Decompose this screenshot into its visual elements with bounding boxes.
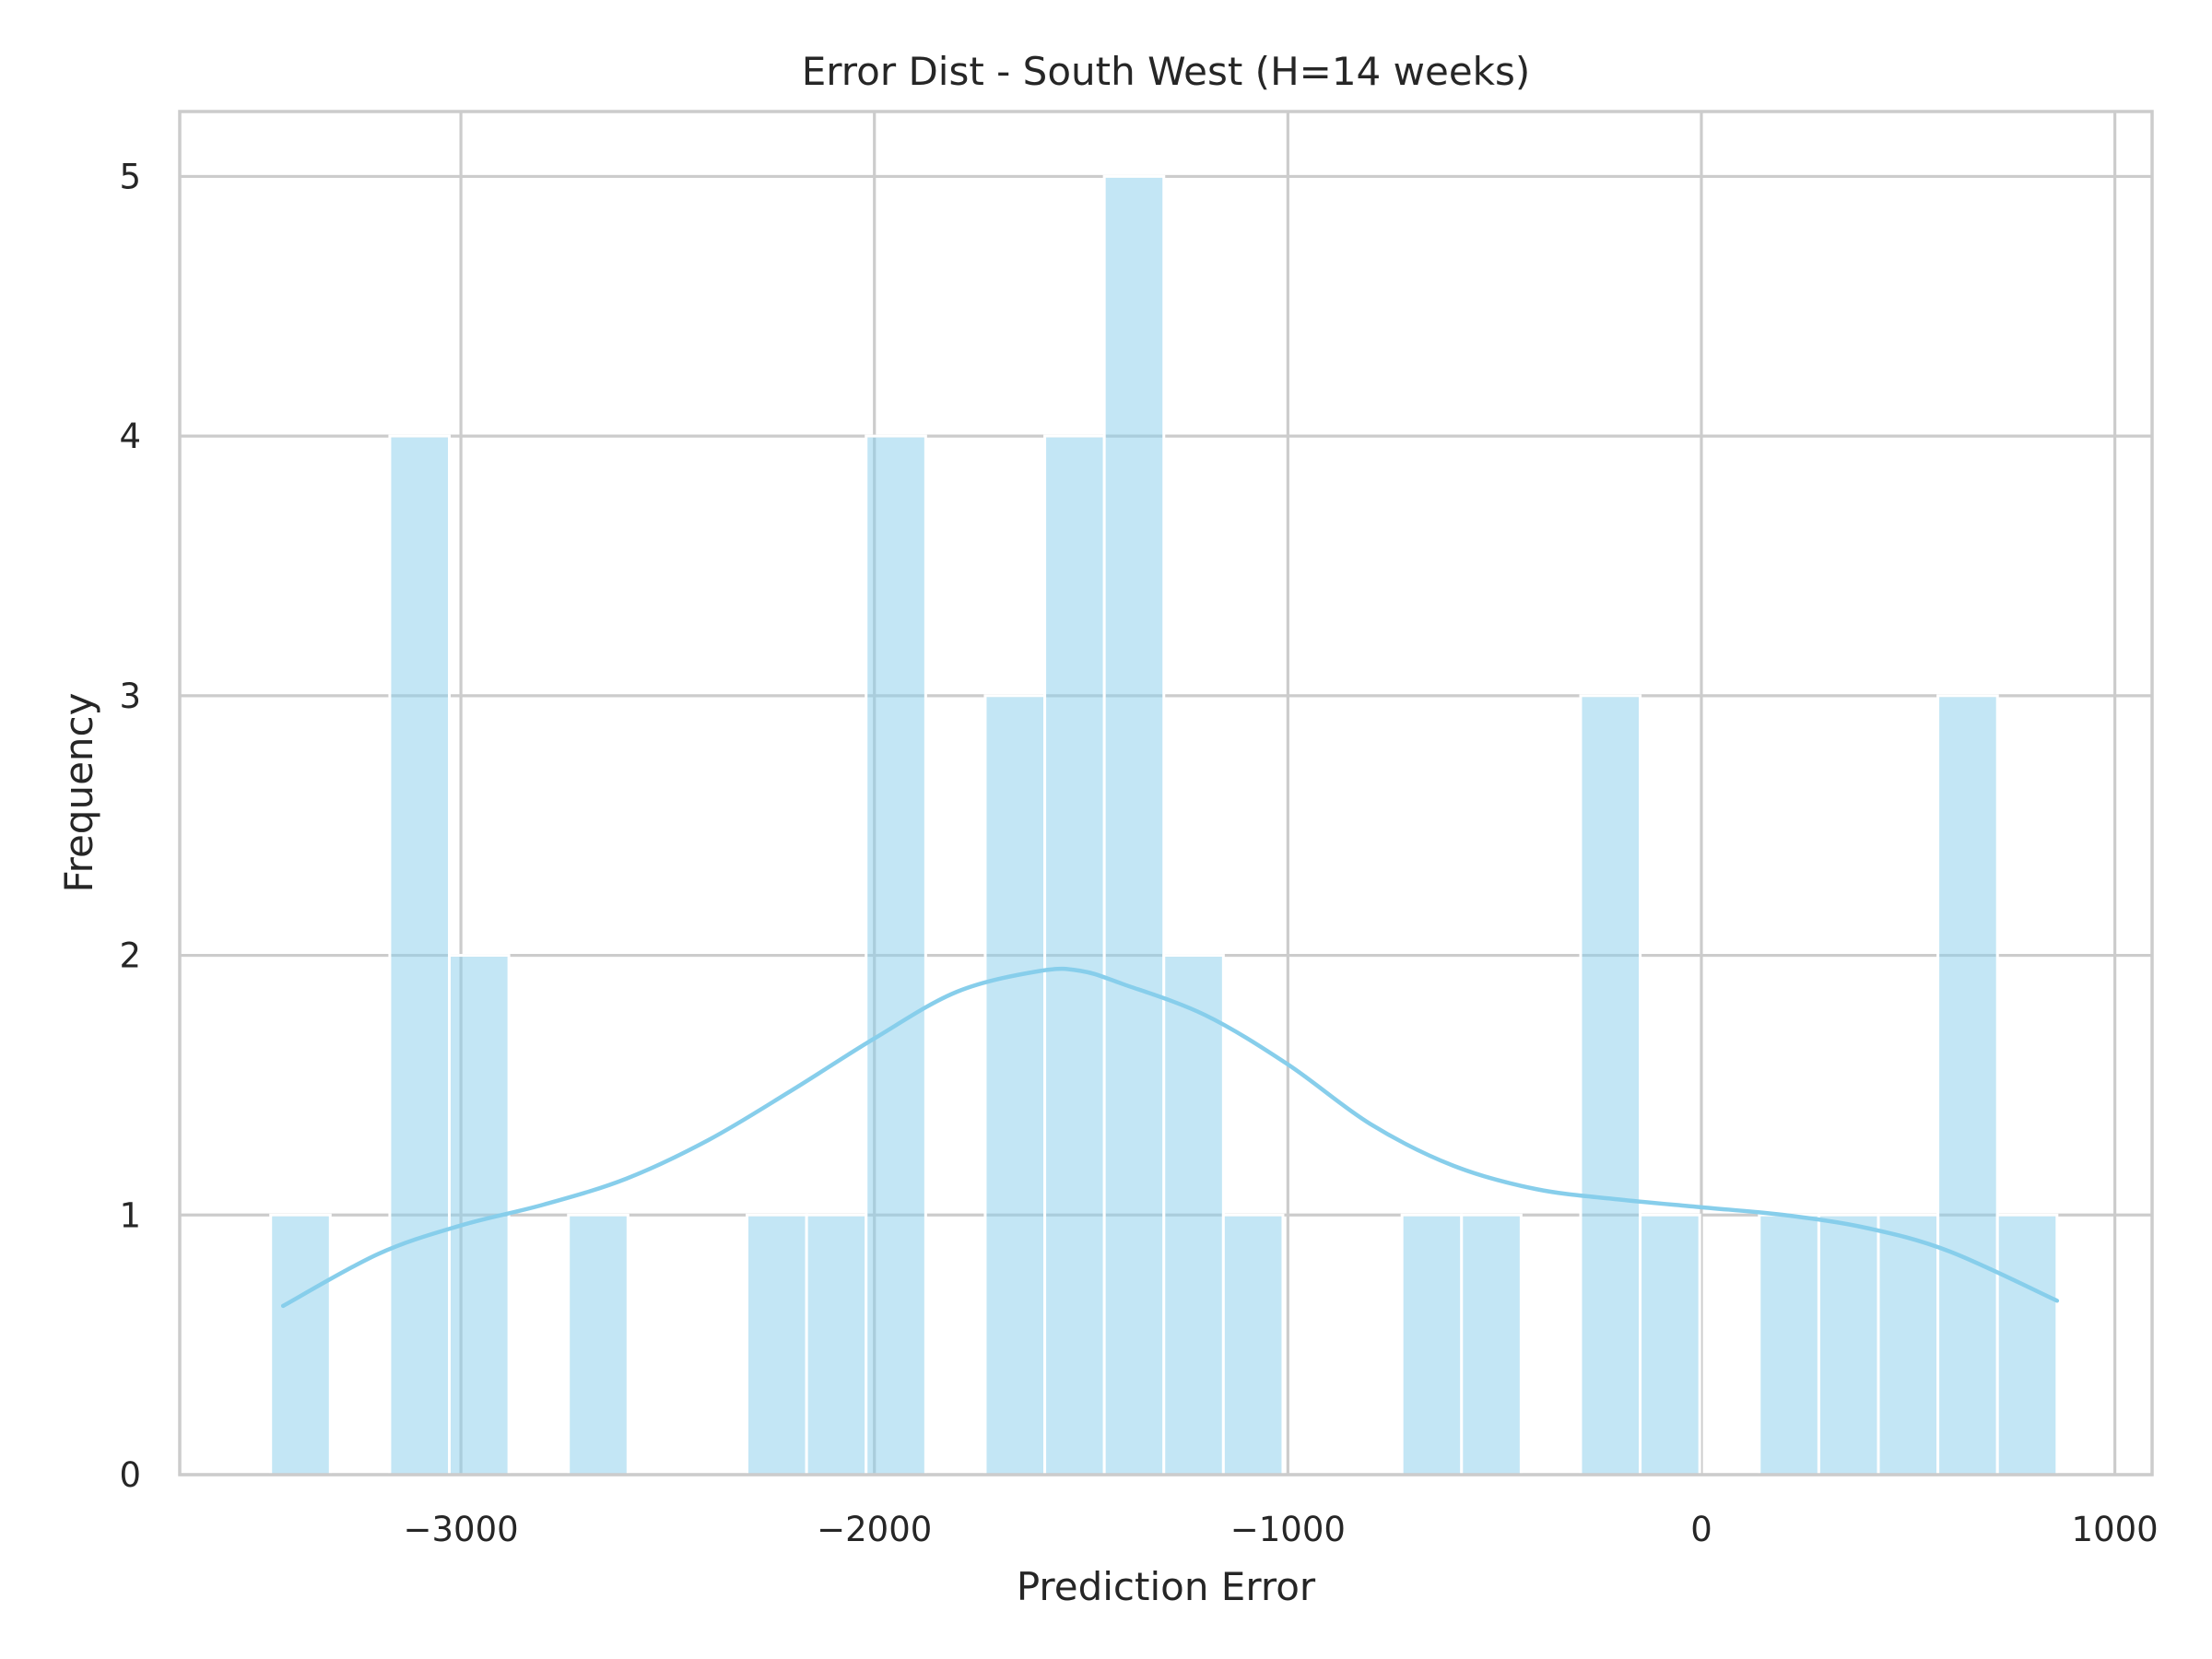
histogram-bar bbox=[269, 1213, 332, 1477]
histogram-bar bbox=[805, 1213, 868, 1477]
x-tick-label: 1000 bbox=[2072, 1510, 2159, 1549]
histogram-bar bbox=[1639, 1213, 1701, 1477]
x-tick-label: 0 bbox=[1690, 1510, 1712, 1549]
x-tick-label: −2000 bbox=[817, 1510, 932, 1549]
x-tick-label: −3000 bbox=[403, 1510, 518, 1549]
x-axis-ticks: −3000 −2000 −1000 0 1000 bbox=[403, 1510, 2158, 1549]
x-tick-label: −1000 bbox=[1230, 1510, 1346, 1549]
histogram-bar bbox=[983, 694, 1047, 1477]
histogram-bar bbox=[865, 434, 927, 1477]
histogram-bar bbox=[1817, 1213, 1880, 1477]
histogram-bar bbox=[746, 1213, 808, 1477]
histogram-bar bbox=[1043, 434, 1106, 1477]
histogram-bar bbox=[1460, 1213, 1523, 1477]
histogram-bar bbox=[1936, 694, 1999, 1477]
y-tick-label: 3 bbox=[119, 677, 141, 716]
y-tick-label: 2 bbox=[119, 936, 141, 976]
histogram-bar bbox=[1162, 954, 1225, 1477]
kde-curve-group bbox=[280, 966, 2060, 1309]
y-tick-label: 4 bbox=[119, 417, 141, 456]
histogram-bar bbox=[1579, 694, 1642, 1477]
histogram-bar bbox=[1758, 1213, 1820, 1477]
histogram-bar bbox=[388, 434, 452, 1477]
histogram-bar bbox=[1102, 174, 1166, 1477]
y-tick-label: 5 bbox=[119, 157, 141, 196]
histogram-bar bbox=[1995, 1213, 2059, 1477]
y-axis-ticks: 0 1 2 3 4 5 bbox=[119, 157, 141, 1495]
plot-frame bbox=[178, 110, 2154, 1477]
y-axis-label: Frequency bbox=[56, 693, 101, 893]
x-axis-label: Prediction Error bbox=[1017, 1564, 1316, 1609]
histogram-bar bbox=[1221, 1213, 1285, 1477]
histogram-bar bbox=[567, 1213, 629, 1477]
y-tick-label: 0 bbox=[119, 1455, 141, 1495]
chart-title: Error Dist - South West (H=14 weeks) bbox=[802, 49, 1531, 94]
kde-curve bbox=[280, 966, 2060, 1309]
histogram-bars bbox=[269, 174, 2059, 1477]
histogram-bar bbox=[1400, 1213, 1464, 1477]
y-tick-label: 1 bbox=[119, 1195, 141, 1235]
histogram-bar bbox=[1877, 1213, 1940, 1477]
